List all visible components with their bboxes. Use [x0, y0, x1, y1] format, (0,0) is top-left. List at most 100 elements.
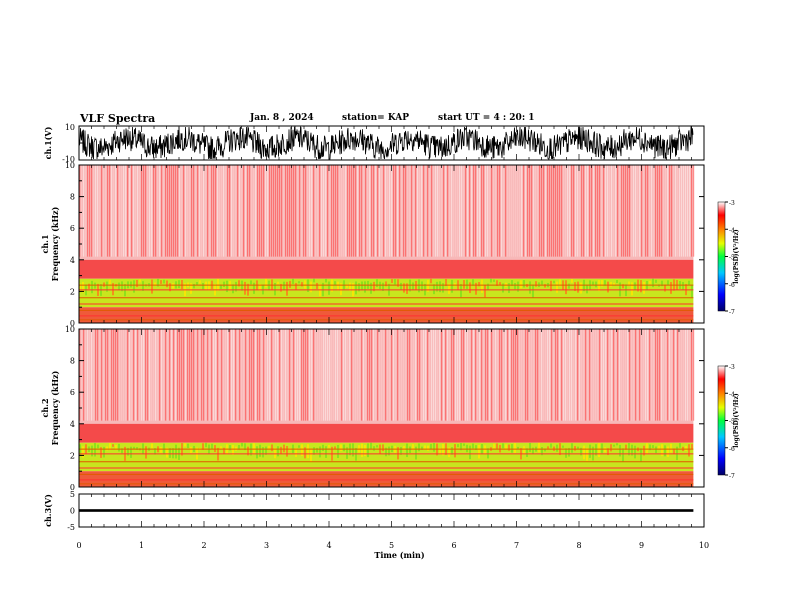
spec-streak: [647, 165, 649, 257]
spec-speckle: [592, 281, 594, 286]
spec-streak: [205, 329, 207, 421]
spec-streak: [515, 165, 517, 257]
spec-streak: [425, 329, 427, 421]
spec-speckle: [91, 445, 93, 457]
spec-streak: [263, 165, 265, 257]
spec-streak: [101, 329, 103, 421]
spec-streak: [587, 329, 589, 421]
colorbar-tick-label: -7: [729, 309, 735, 316]
spec-streak: [337, 329, 339, 421]
spec-streak: [425, 165, 427, 257]
spec-streak: [199, 329, 201, 421]
spec-streak: [215, 165, 217, 257]
spec-streak: [335, 165, 337, 257]
spec-streak: [261, 165, 263, 257]
spec-streak: [457, 329, 459, 421]
spec-speckle: [580, 282, 582, 294]
spec-streak: [465, 329, 467, 421]
spec-band-high: [79, 165, 694, 260]
spec-streak: [653, 165, 655, 257]
spec-speckle: [127, 447, 129, 456]
spec-streak: [663, 329, 665, 421]
spec-speckle: [667, 280, 669, 286]
spec-streak: [95, 165, 97, 257]
spec-speckle: [517, 281, 519, 292]
spec-streak: [641, 329, 643, 421]
spec-streak: [537, 165, 539, 257]
spec-streak: [547, 329, 549, 421]
spec-speckle: [520, 280, 522, 289]
spec-streak: [151, 329, 153, 421]
xtick-label: 4: [326, 541, 331, 550]
spec-streak: [333, 329, 335, 421]
spec-streak: [97, 329, 99, 421]
spec-speckle: [631, 282, 633, 296]
spec-streak: [259, 329, 261, 421]
spec-streak: [339, 165, 341, 257]
spec-ytick-label: 4: [70, 420, 75, 429]
spec-streak: [153, 329, 155, 421]
spec-streak: [637, 165, 639, 257]
spec-streak: [525, 165, 527, 257]
spec-speckle: [439, 281, 441, 293]
spec-speckle: [370, 442, 372, 449]
spec-streak: [683, 329, 685, 421]
spec-speckle: [298, 281, 300, 284]
spec-streak: [473, 329, 475, 421]
spec-speckle: [481, 279, 483, 293]
spec-speckle: [229, 445, 231, 451]
spec-streak: [657, 165, 659, 257]
spec-streak: [223, 329, 225, 421]
colorbar-tick-label: -6: [729, 446, 735, 453]
spec-speckle: [160, 447, 162, 453]
spec-speckle: [163, 279, 165, 284]
spec-streak: [403, 165, 405, 257]
spec-streak: [197, 165, 199, 257]
spec-ytick-label: 6: [70, 224, 75, 233]
spec-ytick-label: 0: [70, 483, 75, 492]
spec-speckle: [487, 283, 489, 290]
spec-speckle: [673, 448, 675, 454]
spec-streak: [631, 329, 633, 421]
spec-speckle: [577, 281, 579, 293]
spec-speckle: [568, 283, 570, 289]
spec-band-bottom: [79, 471, 694, 487]
spec-streak: [597, 165, 599, 257]
spec-streak: [279, 329, 281, 421]
spec-streak: [625, 329, 627, 421]
spec-streak: [507, 165, 509, 257]
spec-speckle: [259, 444, 261, 457]
spec-streak: [493, 165, 495, 257]
spec-streak: [281, 165, 283, 257]
spec-streak: [681, 329, 683, 421]
spec-streak: [671, 165, 673, 257]
spec-streak: [693, 165, 695, 257]
start-time-label: start UT = 4 : 20: 1: [438, 113, 535, 123]
spec-speckle: [400, 282, 402, 290]
spec-speckle: [502, 443, 504, 449]
spec-streak: [553, 329, 555, 421]
spec-speckle: [202, 283, 204, 290]
spec-streak: [109, 165, 111, 257]
spec-streak: [521, 165, 523, 257]
spec-streak: [617, 165, 619, 257]
spec-streak: [129, 329, 131, 421]
spec-streak: [275, 329, 277, 421]
spec-streak: [583, 165, 585, 257]
spec-streak: [555, 165, 557, 257]
spec-speckle: [196, 282, 198, 286]
spec-streak: [227, 165, 229, 257]
spec-streak: [579, 329, 581, 421]
spec-speckle: [682, 281, 684, 290]
spec-speckle: [193, 283, 195, 289]
spec-streak: [143, 165, 145, 257]
spec-speckle: [466, 444, 468, 453]
spec-streak: [655, 165, 657, 257]
spec-streak: [139, 329, 141, 421]
spec-speckle: [541, 447, 543, 456]
spec-streak: [341, 165, 343, 257]
spec-ytick-label: 10: [65, 325, 75, 334]
spec-streak: [399, 165, 401, 257]
spec-streak: [407, 329, 409, 421]
spec-speckle: [79, 444, 81, 455]
